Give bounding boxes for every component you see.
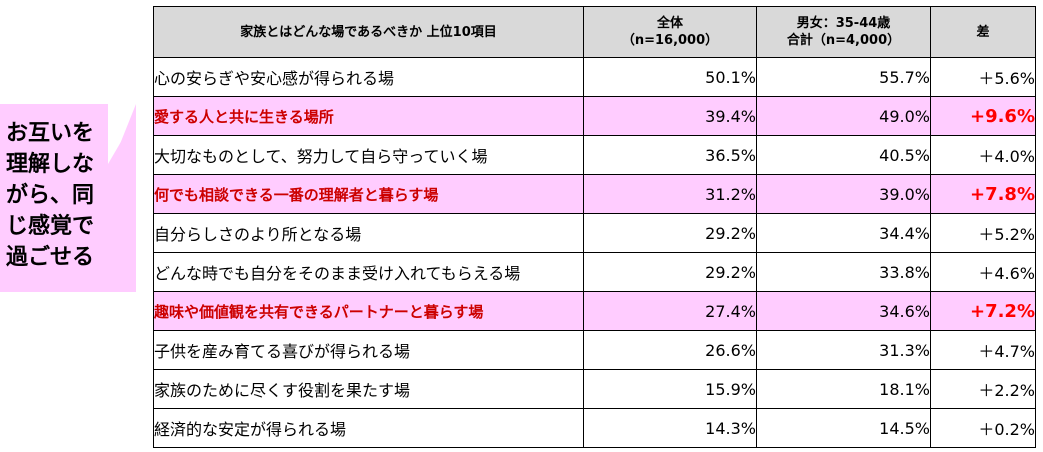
row-total: 29.2%: [583, 213, 757, 253]
table-row: 子供を産み育てる喜びが得られる場 26.6% 31.3% ＋4.7%: [153, 330, 1036, 370]
row-diff: ＋4.6%: [930, 252, 1036, 292]
row-item: 何でも相談できる一番の理解者と暮らす場: [153, 174, 584, 214]
callout-box: お互いを 理解しな がら、同 じ感覚で 過ごせる: [0, 104, 136, 292]
table-row-highlighted: 何でも相談できる一番の理解者と暮らす場 31.2% 39.0% +7.8%: [153, 174, 1036, 214]
row-segment: 18.1%: [756, 369, 931, 409]
row-segment: 31.3%: [756, 330, 931, 370]
row-item: どんな時でも自分をそのまま受け入れてもらえる場: [153, 252, 584, 292]
header-total: 全体 （n=16,000）: [583, 6, 757, 58]
row-diff: ＋5.2%: [930, 213, 1036, 253]
ranking-table: 家族とはどんな場であるべきか 上位10項目 全体 （n=16,000） 男女：3…: [153, 6, 1036, 448]
row-diff: +7.2%: [930, 291, 1036, 331]
header-item: 家族とはどんな場であるべきか 上位10項目: [153, 6, 584, 58]
row-segment: 49.0%: [756, 96, 931, 136]
callout-shape: [0, 104, 136, 292]
row-total: 31.2%: [583, 174, 757, 214]
row-diff: +9.6%: [930, 96, 1036, 136]
table-row: 大切なものとして、努力して自ら守っていく場 36.5% 40.5% ＋4.0%: [153, 135, 1036, 175]
header-total-line2: （n=16,000）: [621, 33, 719, 48]
callout-text: お互いを 理解しな がら、同 じ感覚で 過ごせる: [6, 121, 95, 270]
row-item: 心の安らぎや安心感が得られる場: [153, 57, 584, 97]
row-segment: 33.8%: [756, 252, 931, 292]
table-row-highlighted: 趣味や価値観を共有できるパートナーと暮らす場 27.4% 34.6% +7.2%: [153, 291, 1036, 331]
row-total: 14.3%: [583, 408, 757, 448]
row-diff: +7.8%: [930, 174, 1036, 214]
row-item: 愛する人と共に生きる場所: [153, 96, 584, 136]
header-segment-line2: 合計（n=4,000）: [786, 33, 901, 48]
row-total: 29.2%: [583, 252, 757, 292]
row-segment: 14.5%: [756, 408, 931, 448]
table-row: 家族のために尽くす役割を果たす場 15.9% 18.1% ＋2.2%: [153, 369, 1036, 409]
row-segment: 55.7%: [756, 57, 931, 97]
row-total: 36.5%: [583, 135, 757, 175]
row-diff: ＋0.2%: [930, 408, 1036, 448]
row-segment: 34.6%: [756, 291, 931, 331]
row-total: 26.6%: [583, 330, 757, 370]
row-item: 大切なものとして、努力して自ら守っていく場: [153, 135, 584, 175]
row-total: 50.1%: [583, 57, 757, 97]
header-segment-line1: 男女：35-44歳: [796, 16, 891, 31]
row-diff: ＋5.6%: [930, 57, 1036, 97]
table-row: 心の安らぎや安心感が得られる場 50.1% 55.7% ＋5.6%: [153, 57, 1036, 97]
row-total: 15.9%: [583, 369, 757, 409]
row-segment: 40.5%: [756, 135, 931, 175]
row-item: 趣味や価値観を共有できるパートナーと暮らす場: [153, 291, 584, 331]
row-segment: 39.0%: [756, 174, 931, 214]
row-diff: ＋4.7%: [930, 330, 1036, 370]
row-diff: ＋4.0%: [930, 135, 1036, 175]
table-row-highlighted: 愛する人と共に生きる場所 39.4% 49.0% +9.6%: [153, 96, 1036, 136]
header-diff: 差: [930, 6, 1036, 58]
row-item: 家族のために尽くす役割を果たす場: [153, 369, 584, 409]
row-total: 27.4%: [583, 291, 757, 331]
header-segment: 男女：35-44歳 合計（n=4,000）: [756, 6, 931, 58]
row-diff: ＋2.2%: [930, 369, 1036, 409]
header-total-line1: 全体: [656, 16, 683, 31]
table-row: どんな時でも自分をそのまま受け入れてもらえる場 29.2% 33.8% ＋4.6…: [153, 252, 1036, 292]
row-item: 経済的な安定が得られる場: [153, 408, 584, 448]
row-segment: 34.4%: [756, 213, 931, 253]
row-total: 39.4%: [583, 96, 757, 136]
table-header-row: 家族とはどんな場であるべきか 上位10項目 全体 （n=16,000） 男女：3…: [153, 6, 1036, 58]
table-row: 自分らしさのより所となる場 29.2% 34.4% ＋5.2%: [153, 213, 1036, 253]
row-item: 自分らしさのより所となる場: [153, 213, 584, 253]
table-row: 経済的な安定が得られる場 14.3% 14.5% ＋0.2%: [153, 408, 1036, 448]
row-item: 子供を産み育てる喜びが得られる場: [153, 330, 584, 370]
